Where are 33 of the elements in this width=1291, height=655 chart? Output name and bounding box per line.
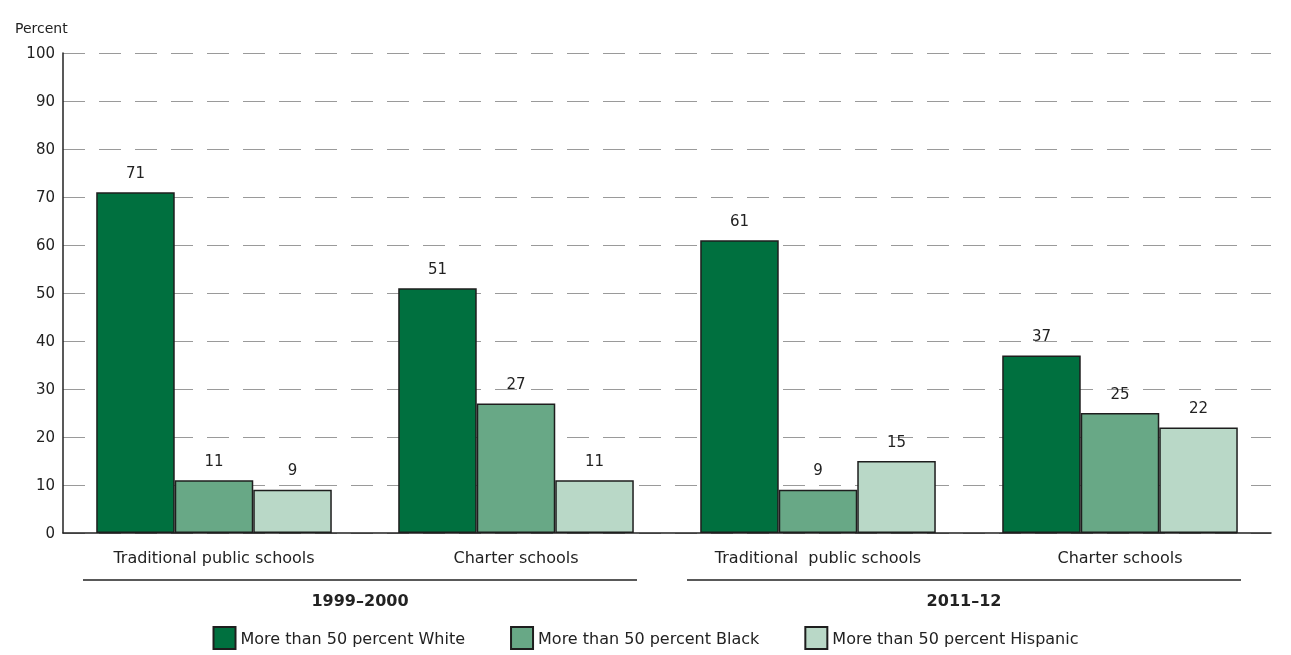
y-tick-label: 0 [45,524,55,542]
data-label: 11 [584,451,605,470]
data-label: 71 [125,163,146,182]
y-tick-label: 30 [35,380,55,398]
x-tick-label: Traditional public schools [112,547,315,567]
y-tick-label: 100 [26,44,55,62]
data-label: 9 [287,461,298,480]
legend-label: More than 50 percent Hispanic [832,628,1079,648]
text: 1999–2000 [311,590,409,610]
data-label: 15 [886,432,907,451]
data-label: 11 [204,451,224,470]
data-label: 22 [1188,398,1209,417]
x-tick-label: Traditional public schools [713,547,922,567]
y-tick-label: 70 [35,188,55,206]
y-tick-label: 10 [35,476,55,494]
y-tick-label: 40 [35,332,55,350]
y-axis-title: Percent [15,20,69,36]
y-tick-label: 20 [35,428,55,446]
data-label: 37 [1031,326,1052,345]
x-tick-label: Charter schools [453,547,579,567]
y-tick-label: 80 [35,140,55,158]
y-tick-label: 50 [35,284,55,302]
data-label: 25 [1110,384,1130,403]
data-label: 51 [427,259,448,278]
x-tick-label: Charter schools [1057,547,1183,567]
legend-label: More than 50 percent White [240,628,466,648]
y-tick-label: 90 [35,92,55,110]
data-label: 61 [729,211,750,230]
legend-label: More than 50 percent Black [538,628,761,648]
text: 2011–12 [926,590,1002,610]
data-label: 9 [813,461,823,480]
y-tick-label: 60 [35,236,55,254]
data-label: 27 [506,374,526,393]
